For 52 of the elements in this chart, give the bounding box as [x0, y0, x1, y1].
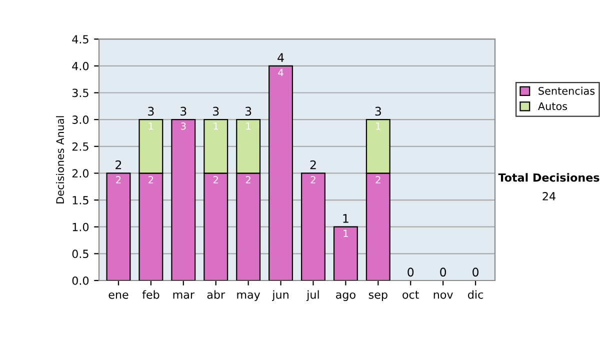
data-label: 2	[213, 176, 218, 184]
x-tick-label: ago	[336, 292, 356, 301]
total-label: 3	[180, 106, 186, 116]
y-tick-label: 4.0	[72, 62, 89, 70]
y-tick-label: 1.5	[72, 196, 88, 204]
y-tick-label: 3.5	[72, 88, 88, 98]
total-label: 2	[310, 160, 316, 170]
text: Total Decisiones	[498, 173, 600, 182]
data-label: 2	[310, 176, 316, 184]
y-tick-label: 2.0	[72, 169, 89, 178]
data-label: 2	[148, 176, 154, 184]
x-tick-label: nov	[434, 292, 453, 299]
data-label: 2	[116, 176, 121, 184]
data-label: 3	[181, 122, 186, 130]
y-tick-label: 0.0	[72, 276, 89, 285]
data-label: 1	[148, 122, 154, 130]
total-label: 2	[116, 160, 122, 170]
y-axis-title: Decisiones Anual	[56, 116, 64, 204]
data-label: 2	[376, 176, 380, 184]
data-label: 1	[344, 230, 348, 237]
data-label: 4	[278, 68, 284, 76]
text: 24	[542, 192, 556, 200]
total-label: 3	[375, 106, 381, 116]
x-tick-label: dic	[468, 290, 483, 299]
total-label: 3	[212, 106, 219, 116]
total-label: 0	[408, 268, 414, 277]
total-label: 0	[440, 268, 446, 277]
x-tick-label: ene	[108, 292, 128, 299]
y-tick-label: 2.5	[72, 142, 88, 151]
y-tick-label: 4.5	[72, 35, 88, 44]
x-tick-label: feb	[142, 290, 160, 299]
x-tick-label: jun	[272, 290, 288, 301]
total-label: 3	[148, 106, 154, 116]
legend-label: Autos	[538, 102, 568, 110]
x-tick-label: jul	[306, 290, 319, 301]
x-tick-label: may	[237, 292, 260, 301]
data-label: 2	[246, 176, 250, 184]
x-tick-label: sep	[368, 292, 388, 301]
data-label: 1	[246, 122, 251, 130]
y-tick-label: 0.5	[72, 250, 88, 258]
total-label: 1	[343, 214, 348, 223]
y-tick-label: 1.0	[72, 222, 89, 232]
x-tick-label: oct	[402, 290, 419, 299]
y-tick-label: 3.0	[72, 116, 89, 124]
total-label: 3	[245, 106, 252, 116]
data-label: 1	[214, 122, 218, 130]
x-tick-label: mar	[173, 292, 194, 299]
data-label: 1	[376, 122, 380, 130]
legend-label: Sentencias	[538, 86, 595, 95]
total-label: 0	[472, 268, 478, 277]
total-label: 4	[278, 53, 284, 62]
x-tick-label: abr	[207, 290, 226, 299]
